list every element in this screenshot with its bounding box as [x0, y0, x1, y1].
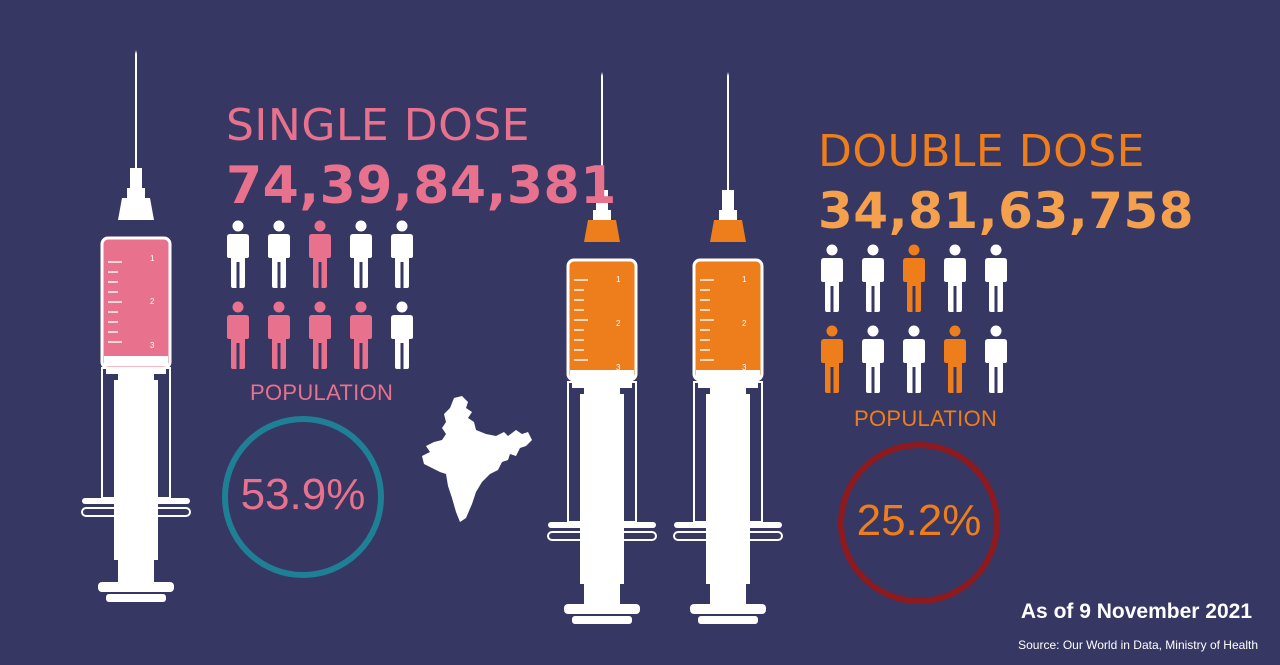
single-dose-people-grid	[226, 220, 426, 370]
source-note: Source: Our World in Data, Ministry of H…	[1018, 638, 1258, 652]
person-icon	[309, 220, 331, 288]
svg-text:3: 3	[616, 363, 621, 372]
person-icon	[985, 244, 1007, 312]
person-icon	[944, 325, 966, 393]
person-icon	[350, 301, 372, 369]
person-icon	[227, 301, 249, 369]
single-dose-count: 74,39,84,381	[226, 156, 617, 216]
person-icon	[821, 325, 843, 393]
india-map-icon	[422, 396, 532, 522]
person-icon	[350, 220, 372, 288]
svg-text:2: 2	[616, 319, 621, 328]
svg-text:2: 2	[150, 297, 155, 306]
person-icon	[944, 244, 966, 312]
single-dose-title: SINGLE DOSE	[226, 100, 530, 151]
svg-text:1: 1	[150, 254, 155, 263]
svg-text:1: 1	[616, 275, 621, 284]
as-of-date: As of 9 November 2021	[1020, 600, 1252, 623]
person-icon	[268, 301, 290, 369]
double-dose-people-grid	[820, 244, 1020, 394]
person-icon	[268, 220, 290, 288]
syringe-pink-icon: 1 2 3	[81, 50, 191, 602]
double-dose-population-label: POPULATION	[854, 406, 998, 431]
double-dose-percent: 25.2%	[856, 496, 982, 545]
single-dose-population-label: POPULATION	[250, 380, 394, 405]
svg-text:1: 1	[742, 275, 747, 284]
person-icon	[862, 244, 884, 312]
person-icon	[821, 244, 843, 312]
svg-text:3: 3	[150, 341, 155, 350]
svg-text:3: 3	[742, 363, 747, 372]
double-dose-count: 34,81,63,758	[818, 182, 1195, 240]
single-dose-percent: 53.9%	[240, 470, 366, 519]
syringe-orange-icon: 1 2 3	[547, 72, 657, 624]
person-icon	[903, 244, 925, 312]
single-dose-percent-ring	[222, 416, 384, 578]
person-icon	[227, 220, 249, 288]
person-icon	[309, 301, 331, 369]
person-icon	[985, 325, 1007, 393]
person-icon	[391, 220, 413, 288]
double-dose-title: DOUBLE DOSE	[818, 126, 1145, 177]
person-icon	[903, 325, 925, 393]
svg-text:2: 2	[742, 319, 747, 328]
person-icon	[862, 325, 884, 393]
person-icon	[391, 301, 413, 369]
double-dose-percent-ring	[838, 442, 1000, 604]
syringe-orange-icon: 1 2 3	[673, 72, 783, 624]
